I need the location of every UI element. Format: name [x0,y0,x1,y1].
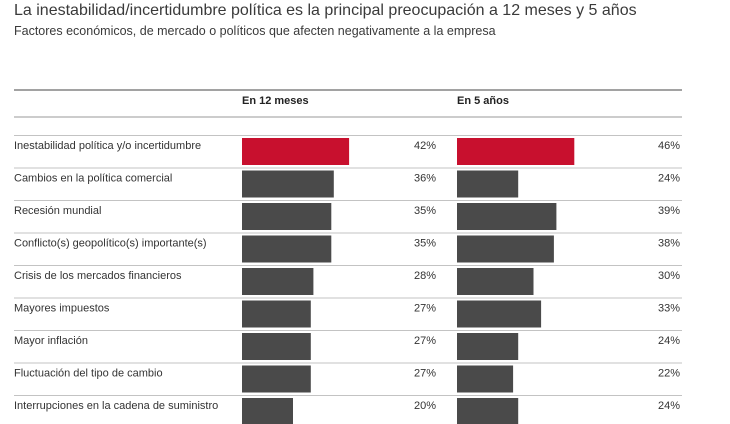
bar-5y [457,203,557,230]
bar-5y [457,398,519,424]
value-label: 38% [658,238,680,250]
value-label: 33% [658,303,680,315]
bar-5y [457,138,575,165]
value-label: 27% [414,335,436,347]
bar-12m [242,365,311,393]
bar-5y [457,170,519,198]
category-label: Recesión mundial [14,205,101,217]
bar-12m [242,398,293,424]
value-label: 27% [414,303,436,315]
category-label: Interrupciones en la cadena de suministr… [14,400,218,412]
category-label: Cambios en la política comercial [14,173,172,185]
category-label: Fluctuación del tipo de cambio [14,368,163,380]
bar-12m [242,203,332,230]
value-label: 24% [658,173,680,185]
value-label: 35% [414,238,436,250]
value-label: 30% [658,270,680,282]
value-label: 39% [658,205,680,217]
chart-subtitle: Factores económicos, de mercado o políti… [14,24,496,38]
category-label: Inestabilidad política y/o incertidumbre [14,140,201,152]
value-label: 24% [658,335,680,347]
value-label: 35% [414,205,436,217]
value-label: 20% [414,400,436,412]
bar-12m [242,300,311,328]
chart-title: La inestabilidad/incertidumbre política … [14,2,637,19]
series-header-1: En 12 meses [242,95,309,107]
value-label: 27% [414,368,436,380]
bar-5y [457,235,554,263]
bar-12m [242,138,350,165]
value-label: 46% [658,140,680,152]
bar-5y [457,333,519,360]
category-label: Mayores impuestos [14,303,110,315]
bar-5y [457,268,534,295]
bar-12m [242,170,334,198]
bar-5y [457,300,542,328]
value-label: 36% [414,173,436,185]
category-label: Crisis de los mercados financieros [14,270,182,282]
value-label: 42% [414,140,436,152]
series-header-2: En 5 años [457,95,509,107]
category-label: Conflicto(s) geopolítico(s) importante(s… [14,238,207,250]
value-label: 24% [658,400,680,412]
bar-12m [242,235,332,263]
bar-5y [457,365,514,393]
bar-12m [242,333,311,360]
bar-12m [242,268,314,295]
value-label: 28% [414,270,436,282]
value-label: 22% [658,368,680,380]
category-label: Mayor inflación [14,335,88,347]
